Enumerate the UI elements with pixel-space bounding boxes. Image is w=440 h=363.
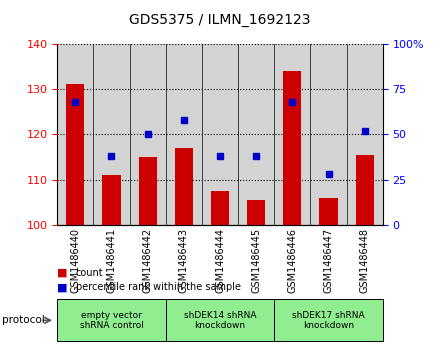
Bar — [202, 44, 238, 225]
Bar — [274, 44, 311, 225]
Bar — [93, 44, 129, 225]
Bar — [247, 200, 265, 225]
Bar — [66, 84, 84, 225]
Bar — [238, 44, 274, 225]
Bar — [175, 148, 193, 225]
Text: shDEK14 shRNA
knockdown: shDEK14 shRNA knockdown — [184, 311, 256, 330]
Bar — [57, 44, 93, 225]
Bar — [211, 191, 229, 225]
Text: ■: ■ — [57, 268, 68, 278]
Text: shDEK17 shRNA
knockdown: shDEK17 shRNA knockdown — [292, 311, 365, 330]
Text: percentile rank within the sample: percentile rank within the sample — [76, 282, 241, 292]
Text: empty vector
shRNA control: empty vector shRNA control — [80, 311, 143, 330]
Bar — [103, 175, 121, 225]
Text: count: count — [76, 268, 103, 278]
Text: GDS5375 / ILMN_1692123: GDS5375 / ILMN_1692123 — [129, 13, 311, 27]
Bar — [356, 155, 374, 225]
Bar — [311, 44, 347, 225]
Bar — [139, 157, 157, 225]
Bar — [319, 198, 337, 225]
Text: ■: ■ — [57, 282, 68, 292]
Bar — [166, 299, 274, 341]
Bar — [283, 71, 301, 225]
Bar — [166, 44, 202, 225]
Bar — [129, 44, 166, 225]
Text: protocol: protocol — [2, 315, 45, 325]
Bar — [274, 299, 383, 341]
Bar — [347, 44, 383, 225]
Bar — [57, 299, 166, 341]
